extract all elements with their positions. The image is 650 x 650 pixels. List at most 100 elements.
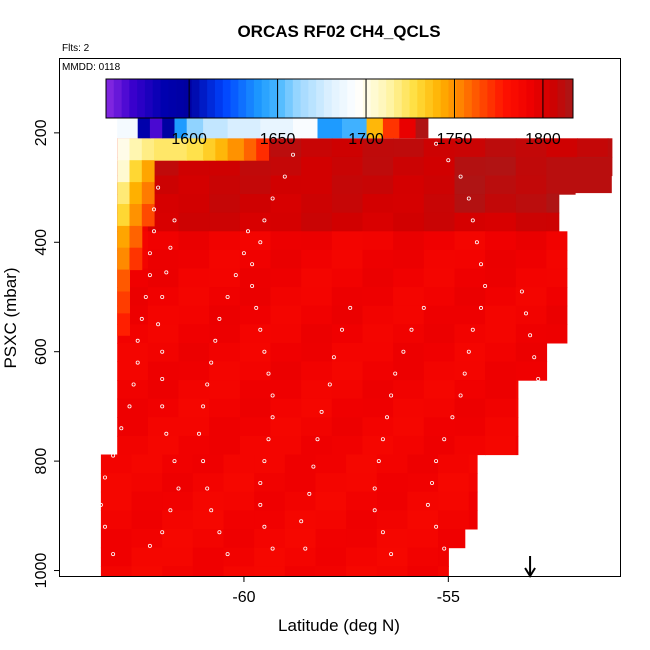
heatmap-cell xyxy=(407,510,439,530)
heatmap-cell xyxy=(454,287,486,307)
heatmap-cell xyxy=(131,491,163,511)
heatmap-cell xyxy=(438,547,449,567)
heatmap-cell xyxy=(362,249,394,270)
heatmap-cell xyxy=(209,398,241,418)
heatmap-cell xyxy=(254,566,286,577)
heatmap-cell xyxy=(515,212,548,232)
heatmap-cell xyxy=(270,324,302,344)
heatmap-cell xyxy=(515,156,548,177)
flight-track-point xyxy=(225,294,230,299)
flight-track-point xyxy=(119,426,124,431)
heatmap-cell xyxy=(331,417,364,437)
heatmap-cell xyxy=(209,435,241,456)
heatmap-cell xyxy=(485,435,517,456)
heatmap-cell xyxy=(331,342,364,363)
heatmap-cell xyxy=(117,247,130,271)
flight-track-point xyxy=(245,229,250,234)
y-axis-label: PSXC (mbar) xyxy=(1,267,20,368)
x-axis-label: Latitude (deg N) xyxy=(278,616,400,635)
colorbar-swatch xyxy=(199,79,208,118)
flight-track-point xyxy=(380,437,385,442)
heatmap-cell xyxy=(301,194,333,214)
heatmap-cell xyxy=(331,138,364,158)
heatmap-cell xyxy=(223,510,255,530)
heatmap-cell xyxy=(376,510,409,530)
heatmap-cell xyxy=(100,510,133,530)
heatmap-cell xyxy=(346,510,378,530)
heatmap-cell xyxy=(393,435,425,456)
flight-track-point xyxy=(160,294,165,299)
flight-track-point xyxy=(147,251,152,256)
heatmap-cell xyxy=(376,491,409,511)
heatmap-cell xyxy=(454,249,486,270)
flight-track-point xyxy=(196,431,201,436)
heatmap-cell xyxy=(376,473,409,493)
colorbar-swatch xyxy=(316,79,325,118)
flight-track-point xyxy=(478,262,483,267)
flight-track-point xyxy=(466,196,471,201)
heatmap-cell xyxy=(270,398,302,418)
heatmap-cell xyxy=(215,138,229,161)
heatmap-cell xyxy=(362,156,394,177)
heatmap-cell xyxy=(162,113,175,139)
heatmap-cell xyxy=(301,268,333,288)
heatmap-cell xyxy=(178,287,210,307)
colorbar-swatch xyxy=(534,79,543,118)
heatmap-cell xyxy=(454,305,486,325)
colorbar-swatch xyxy=(432,79,442,118)
heatmap-cell xyxy=(117,291,130,314)
flight-track-point xyxy=(270,415,275,420)
heatmap-cell xyxy=(147,417,180,437)
colorbar-tick-label: 1800 xyxy=(525,131,561,148)
heatmap-cell xyxy=(468,454,478,474)
heatmap-cell xyxy=(100,547,133,567)
flight-track-point xyxy=(389,393,394,398)
heatmap-cell xyxy=(515,249,548,270)
heatmap-cell xyxy=(239,361,272,381)
heatmap-cell xyxy=(515,380,519,400)
heatmap-cell xyxy=(117,361,149,381)
y-tick-label: 1000 xyxy=(33,553,50,589)
colorbar-swatch xyxy=(526,79,535,118)
flight-track-point xyxy=(262,218,267,223)
heatmap-cell xyxy=(100,473,133,493)
heatmap-cell xyxy=(331,231,364,251)
flight-track-point xyxy=(573,196,578,201)
flight-track-point xyxy=(164,270,169,275)
colorbar-swatch xyxy=(487,79,496,118)
flight-track-point xyxy=(393,371,398,376)
heatmap-cell xyxy=(131,566,163,577)
heatmap-cell xyxy=(438,566,449,577)
heatmap-cell xyxy=(254,473,286,493)
heatmap-cell xyxy=(362,398,394,418)
heatmap-cell xyxy=(209,268,241,288)
heatmap-cell xyxy=(315,529,347,549)
heatmap-cell xyxy=(147,361,180,381)
flight-track-point xyxy=(470,327,475,332)
heatmap-cell xyxy=(393,212,425,232)
heatmap-cell xyxy=(546,157,612,194)
heatmap-cell xyxy=(485,361,517,381)
heatmap-cell xyxy=(129,225,143,249)
heatmap-cell xyxy=(331,287,364,307)
heatmap-cell xyxy=(485,268,517,288)
heatmap-cell xyxy=(393,175,425,195)
flight-track-point xyxy=(213,338,218,343)
flight-track-point xyxy=(462,371,467,376)
flight-track-point xyxy=(425,502,430,507)
colorbar-swatch xyxy=(456,79,465,118)
flight-track-point xyxy=(446,158,451,163)
x-tick-label: -55 xyxy=(437,589,460,606)
flight-track-point xyxy=(135,338,140,343)
colorbar-swatch xyxy=(106,79,115,118)
heatmap-cell xyxy=(117,113,139,139)
heatmap-cell xyxy=(178,212,210,232)
heatmap-cell xyxy=(393,138,425,158)
heatmap-cell xyxy=(485,231,517,251)
flight-track-point xyxy=(147,273,152,278)
heatmap-cell xyxy=(270,268,302,288)
heatmap-cell xyxy=(117,204,130,227)
heatmap-cell xyxy=(315,510,347,530)
y-tick-label: 200 xyxy=(33,119,50,146)
heatmap-cell xyxy=(178,417,210,437)
